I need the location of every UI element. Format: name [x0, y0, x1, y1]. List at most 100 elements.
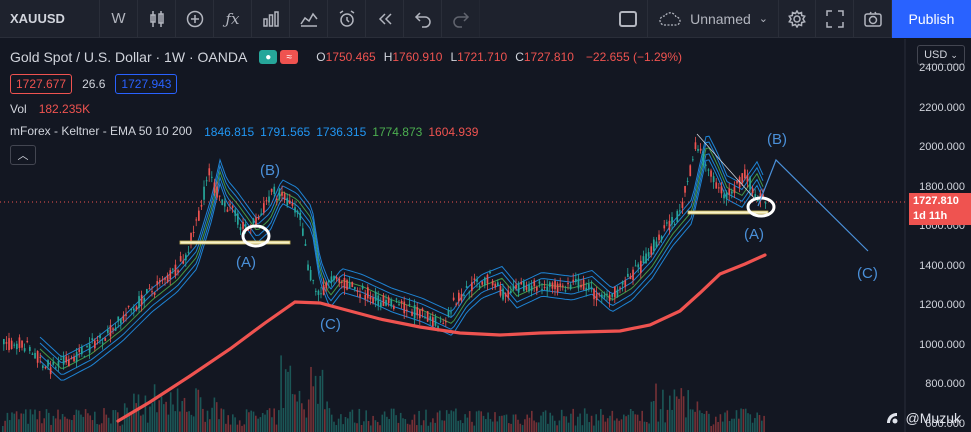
- candle-body: [715, 182, 718, 189]
- fx-icon[interactable]: ƒx: [214, 0, 252, 38]
- candle-body: [255, 217, 257, 225]
- candle-body: [491, 280, 494, 286]
- bar-chart-icon[interactable]: [252, 0, 290, 38]
- candles-icon[interactable]: [138, 0, 176, 38]
- price-axis-tick: 1000.000: [919, 338, 965, 351]
- collapse-legend-chevron-up-icon[interactable]: ︿: [10, 145, 36, 165]
- buy-price-box[interactable]: 1727.943: [115, 74, 178, 94]
- candle-body: [385, 299, 387, 306]
- volume-bar: [140, 415, 142, 432]
- candle-body: [679, 210, 681, 212]
- volume-bar: [510, 423, 512, 432]
- highlight-ellipse-left: [241, 224, 271, 248]
- fullscreen-icon[interactable]: [816, 0, 854, 38]
- candle-body: [276, 198, 278, 201]
- volume-bar: [547, 423, 549, 432]
- ohlc-key: C: [515, 50, 524, 64]
- candle-body: [632, 269, 634, 280]
- volume-bar: [692, 409, 694, 432]
- volume-bar: [296, 401, 298, 432]
- volume-bar: [558, 420, 561, 432]
- candle-body: [515, 284, 517, 289]
- volume-bar: [533, 420, 535, 432]
- volume-bar: [386, 416, 388, 432]
- candle-body: [44, 366, 47, 369]
- spread-value: 26.6: [82, 77, 106, 91]
- last-price-value: 1727.810: [913, 195, 959, 207]
- support-line-left: [179, 240, 291, 245]
- volume-bar: [489, 419, 492, 432]
- indicator-name[interactable]: mForex - Keltner - EMA 50 10 200: [10, 124, 193, 138]
- indicators-plus-icon[interactable]: [176, 0, 214, 38]
- candle-body: [244, 224, 247, 231]
- volume-bar: [572, 408, 574, 432]
- bar-countdown: 1d 11h: [913, 210, 948, 222]
- volume-bar: [77, 410, 80, 432]
- redo-icon[interactable]: [442, 0, 480, 38]
- camera-snapshot-icon[interactable]: [854, 0, 892, 38]
- currency-selector[interactable]: USD ⌄: [917, 45, 965, 65]
- candle-body: [731, 191, 733, 194]
- volume-bar: [71, 420, 73, 432]
- volume-bar: [383, 411, 386, 432]
- volume-bar: [358, 408, 361, 432]
- candle-body: [411, 311, 413, 316]
- interval-button[interactable]: W: [100, 0, 138, 38]
- candle-body: [512, 285, 515, 290]
- candle-body: [580, 285, 582, 288]
- sell-price-box[interactable]: 1727.677: [10, 74, 73, 94]
- volume-bar: [597, 420, 600, 432]
- volume-bar: [174, 411, 177, 432]
- volume-bar: [87, 413, 89, 432]
- volume-bar: [733, 418, 735, 432]
- volume-bar: [457, 420, 459, 432]
- volume-bar: [27, 423, 29, 432]
- volume-bar: [107, 417, 110, 432]
- candle-body: [616, 289, 619, 298]
- volume-bar: [96, 424, 98, 432]
- candle-body: [676, 211, 679, 223]
- volume-bar: [243, 424, 246, 432]
- select-layout-icon[interactable]: [619, 10, 638, 27]
- undo-icon[interactable]: [404, 0, 442, 38]
- volume-bar: [710, 425, 712, 432]
- volume-bar: [298, 390, 301, 432]
- candle-body: [712, 176, 715, 183]
- replay-icon[interactable]: [366, 0, 404, 38]
- symbol-search[interactable]: XAUUSD: [0, 0, 100, 38]
- wave-icon[interactable]: ≈: [280, 50, 299, 64]
- price-chart-canvas[interactable]: [0, 39, 971, 432]
- volume-bar: [128, 412, 131, 432]
- volume-bar: [694, 411, 696, 432]
- chart-pane[interactable]: Gold Spot / U.S. Dollar · 1W · OANDA ● ≈…: [0, 39, 971, 432]
- volume-bar: [68, 419, 71, 432]
- volume-bar: [685, 417, 687, 432]
- volume-bar: [429, 422, 432, 432]
- volume-bar: [374, 420, 377, 432]
- volume-bar: [301, 403, 303, 432]
- layout-name-menu[interactable]: Unnamed ⌄: [647, 0, 778, 38]
- volume-bar: [291, 394, 294, 432]
- alarm-clock-icon[interactable]: [328, 0, 366, 38]
- candle-body: [642, 256, 645, 264]
- volume-bar: [241, 425, 243, 432]
- volume-bar: [266, 410, 269, 432]
- tradingview-logo-icon: [886, 413, 898, 424]
- eye-icon[interactable]: ●: [259, 50, 278, 64]
- settings-gear-icon[interactable]: [778, 0, 816, 38]
- volume-bar: [379, 425, 381, 432]
- candle-body: [164, 278, 166, 280]
- volume-bar: [404, 419, 407, 432]
- candle-body: [707, 169, 710, 171]
- candle-body: [304, 243, 307, 246]
- volume-bar: [114, 410, 117, 432]
- volume-bar: [294, 394, 296, 432]
- layout-switch[interactable]: [609, 0, 647, 38]
- publish-button[interactable]: Publish: [892, 0, 971, 38]
- candle-body: [226, 209, 229, 212]
- candle-body: [299, 212, 302, 221]
- candle-body: [348, 283, 351, 288]
- volume-bar: [356, 423, 358, 432]
- volume-bar: [84, 409, 87, 432]
- templates-icon[interactable]: [290, 0, 328, 38]
